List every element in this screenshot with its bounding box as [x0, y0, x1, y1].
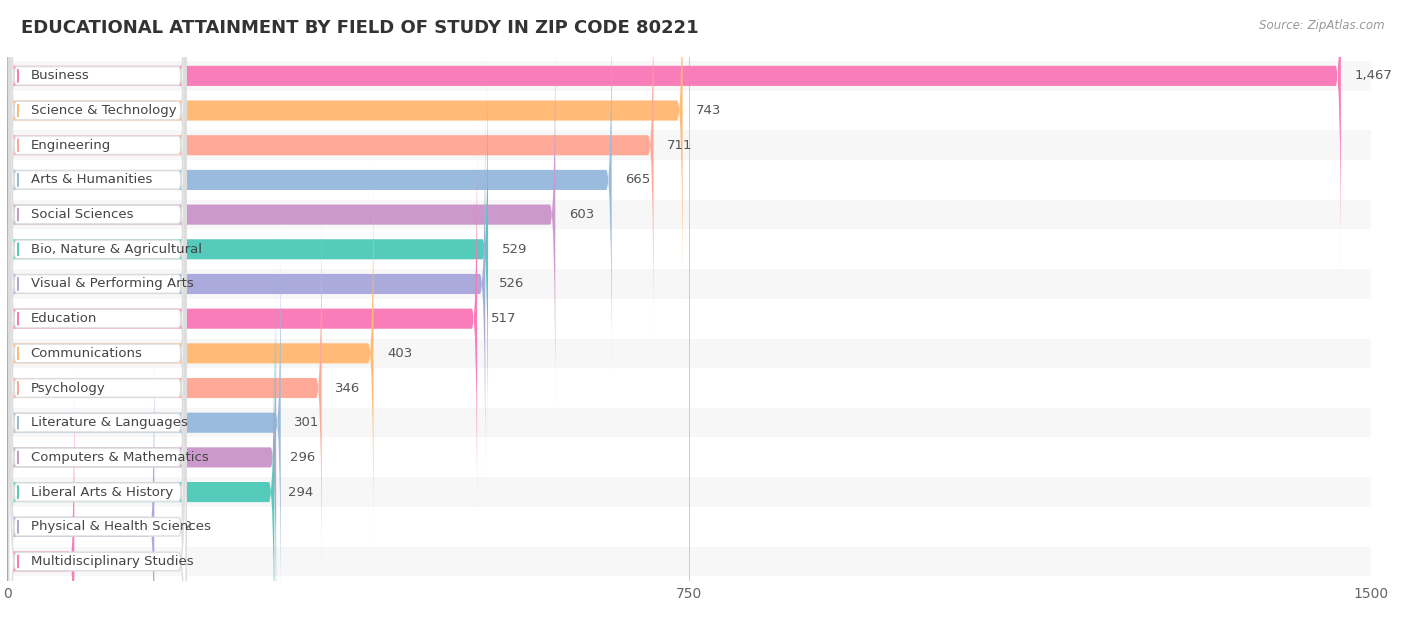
Text: Physical & Health Sciences: Physical & Health Sciences [31, 521, 211, 533]
Bar [7, 131, 1371, 160]
Text: 346: 346 [335, 382, 360, 394]
Bar [7, 374, 1371, 403]
FancyBboxPatch shape [8, 85, 186, 622]
Text: Source: ZipAtlas.com: Source: ZipAtlas.com [1260, 19, 1385, 32]
FancyBboxPatch shape [8, 120, 186, 631]
FancyBboxPatch shape [8, 259, 186, 631]
Bar [7, 235, 1371, 264]
Bar [7, 304, 1371, 333]
Text: 603: 603 [569, 208, 595, 221]
Text: Multidisciplinary Studies: Multidisciplinary Studies [31, 555, 193, 568]
Text: Social Sciences: Social Sciences [31, 208, 134, 221]
Text: 743: 743 [696, 104, 721, 117]
Bar [7, 443, 1371, 472]
Text: Liberal Arts & History: Liberal Arts & History [31, 486, 173, 498]
FancyBboxPatch shape [8, 224, 186, 631]
Text: 162: 162 [167, 521, 194, 533]
Text: Communications: Communications [31, 347, 142, 360]
Text: 403: 403 [387, 347, 412, 360]
Text: 296: 296 [290, 451, 315, 464]
Text: 74: 74 [89, 555, 105, 568]
FancyBboxPatch shape [7, 86, 485, 482]
FancyBboxPatch shape [8, 50, 186, 587]
FancyBboxPatch shape [7, 363, 75, 631]
Bar [7, 477, 1371, 507]
FancyBboxPatch shape [7, 259, 276, 631]
Bar [7, 200, 1371, 229]
FancyBboxPatch shape [7, 294, 274, 631]
Bar [7, 61, 1371, 91]
FancyBboxPatch shape [7, 155, 374, 551]
Bar [7, 512, 1371, 541]
Text: 529: 529 [502, 243, 527, 256]
FancyBboxPatch shape [8, 0, 186, 517]
Text: 665: 665 [626, 174, 651, 186]
Text: Science & Technology: Science & Technology [31, 104, 176, 117]
FancyBboxPatch shape [7, 51, 488, 447]
Bar [7, 408, 1371, 437]
FancyBboxPatch shape [7, 121, 477, 517]
Bar [7, 269, 1371, 298]
Text: 301: 301 [294, 416, 319, 429]
FancyBboxPatch shape [8, 293, 186, 631]
Text: Psychology: Psychology [31, 382, 105, 394]
FancyBboxPatch shape [7, 0, 612, 378]
FancyBboxPatch shape [7, 0, 1341, 274]
Text: 526: 526 [499, 278, 524, 290]
FancyBboxPatch shape [7, 329, 155, 631]
FancyBboxPatch shape [8, 0, 186, 413]
FancyBboxPatch shape [8, 155, 186, 631]
FancyBboxPatch shape [8, 0, 186, 379]
Text: Computers & Mathematics: Computers & Mathematics [31, 451, 208, 464]
FancyBboxPatch shape [7, 16, 555, 413]
Text: EDUCATIONAL ATTAINMENT BY FIELD OF STUDY IN ZIP CODE 80221: EDUCATIONAL ATTAINMENT BY FIELD OF STUDY… [21, 19, 699, 37]
Text: 711: 711 [666, 139, 693, 151]
Text: Arts & Humanities: Arts & Humanities [31, 174, 152, 186]
Text: 1,467: 1,467 [1354, 69, 1392, 83]
FancyBboxPatch shape [7, 225, 281, 621]
Text: 517: 517 [491, 312, 516, 325]
Bar [7, 165, 1371, 194]
FancyBboxPatch shape [8, 0, 186, 448]
Text: Bio, Nature & Agricultural: Bio, Nature & Agricultural [31, 243, 201, 256]
Text: Engineering: Engineering [31, 139, 111, 151]
Text: 294: 294 [288, 486, 314, 498]
Text: Visual & Performing Arts: Visual & Performing Arts [31, 278, 194, 290]
FancyBboxPatch shape [8, 189, 186, 631]
FancyBboxPatch shape [7, 0, 682, 309]
FancyBboxPatch shape [8, 0, 186, 483]
Bar [7, 339, 1371, 368]
Bar [7, 96, 1371, 126]
Text: Business: Business [31, 69, 90, 83]
Text: Education: Education [31, 312, 97, 325]
Bar [7, 546, 1371, 576]
FancyBboxPatch shape [7, 0, 654, 343]
Text: Literature & Languages: Literature & Languages [31, 416, 187, 429]
FancyBboxPatch shape [8, 16, 186, 552]
FancyBboxPatch shape [7, 190, 322, 586]
FancyBboxPatch shape [8, 0, 186, 344]
